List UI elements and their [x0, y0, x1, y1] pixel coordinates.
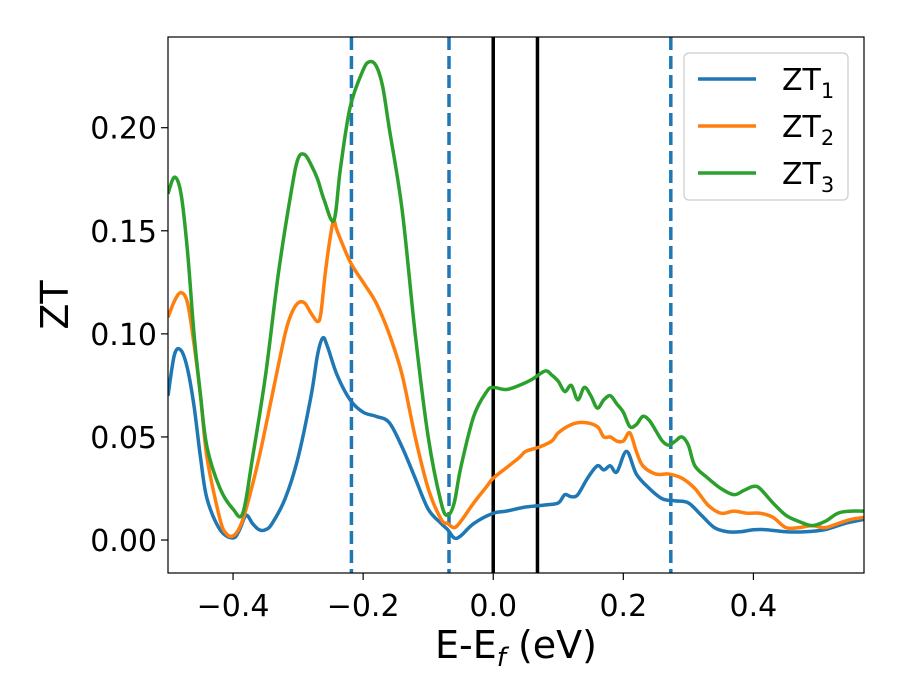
legend-box: [683, 52, 849, 201]
y-tick-label: 0.00: [90, 524, 157, 559]
x-tick-label: −0.2: [327, 589, 400, 624]
x-tick-label: −0.4: [197, 589, 270, 624]
ticks: −0.4 −0.2 0.0 0.2 0.4 0.00 0.05 0.10 0.15 0.20: [90, 112, 777, 624]
legend-label-main: ZT: [782, 157, 822, 192]
y-tick-label: 0.15: [90, 215, 157, 250]
legend-label-main: ZT: [782, 110, 822, 145]
series-line-zt3: [168, 59, 864, 528]
legend-label-sub: 2: [821, 126, 834, 150]
plot-frame: [167, 36, 865, 574]
x-axis-label: E-Ef (eV): [435, 623, 597, 673]
series-line-zt2: [168, 218, 864, 539]
y-tick-label: 0.10: [90, 318, 157, 353]
y-axis-label: ZT: [33, 280, 77, 330]
x-tick-label: 0.0: [469, 589, 517, 624]
x-tick-label: 0.4: [730, 589, 778, 624]
x-axis-label-main: E-E: [435, 623, 497, 667]
x-axis-label-unit: (eV): [506, 623, 597, 667]
y-tick-label: 0.20: [90, 112, 157, 147]
vertical-lines: [349, 37, 673, 573]
legend-label-sub: 3: [821, 173, 834, 197]
legend-label-sub: 1: [821, 79, 834, 103]
axes: [167, 36, 865, 574]
x-tick-label: 0.2: [599, 589, 647, 624]
y-tick-label: 0.05: [90, 421, 157, 456]
legend-label-zt2: ZT2: [782, 110, 834, 150]
series-lines: [168, 59, 864, 541]
series-line-zt1: [168, 335, 864, 541]
legend-label-zt1: ZT1: [782, 63, 834, 103]
legend-label-main: ZT: [782, 63, 822, 98]
legend-label-zt3: ZT3: [782, 157, 834, 197]
